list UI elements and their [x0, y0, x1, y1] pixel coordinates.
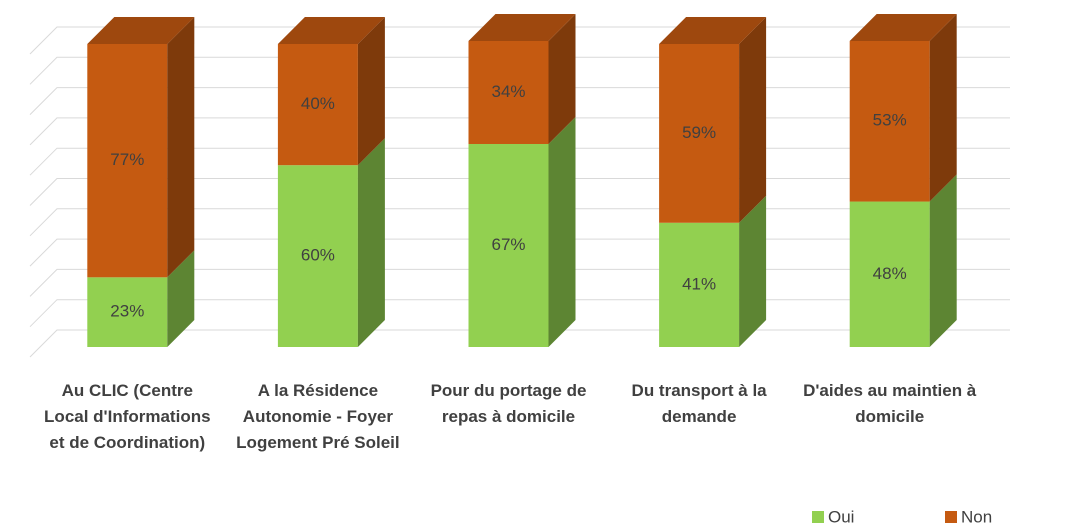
bar-front: [87, 44, 168, 278]
data-label: 41%: [682, 274, 716, 293]
data-label: 34%: [491, 82, 525, 101]
bar-front: [468, 40, 549, 144]
bar-front: [849, 40, 930, 202]
bar-side: [929, 13, 957, 202]
bar-side: [739, 195, 767, 347]
bar-front: [659, 222, 740, 347]
data-label: 53%: [873, 111, 907, 130]
x-tick-label: A la Résidence Autonomie - Foyer Logemen…: [236, 381, 400, 452]
bar-top: [659, 17, 767, 44]
bar-front: [87, 277, 168, 347]
data-label: 67%: [491, 235, 525, 254]
data-label: 60%: [301, 246, 335, 265]
x-tick-label: Pour du portage de repas à domicile: [430, 381, 587, 426]
bar-front: [849, 201, 930, 347]
bar-front: [277, 165, 358, 347]
data-label: 40%: [301, 94, 335, 113]
legend-swatch: [812, 511, 824, 523]
bar-front: [277, 44, 358, 166]
data-label: 23%: [110, 302, 144, 321]
x-tick-label: Du transport à la demande: [631, 381, 767, 426]
bar-top: [277, 17, 385, 44]
bar-side: [357, 138, 385, 347]
bar-side: [739, 17, 767, 223]
legend-swatch: [945, 511, 957, 523]
bar-side: [929, 174, 957, 347]
data-label: 48%: [873, 264, 907, 283]
bar-side: [548, 13, 576, 144]
bar-side: [167, 250, 195, 347]
bar-side: [357, 17, 385, 166]
bar-top: [849, 13, 957, 41]
data-label: 77%: [110, 150, 144, 169]
x-tick-label: Au CLIC (Centre Local d'Informations et …: [44, 381, 211, 452]
x-tick-label: D'aides au maintien à domicile: [803, 381, 977, 426]
legend-label: Oui: [828, 507, 854, 526]
bar-front: [468, 143, 549, 347]
bar-side: [167, 17, 195, 278]
data-label: 59%: [682, 123, 716, 142]
legend-label: Non: [961, 507, 992, 526]
bar-side: [548, 116, 576, 348]
bar-top: [87, 17, 195, 44]
bar-front: [659, 44, 740, 223]
bar-top: [468, 13, 576, 41]
